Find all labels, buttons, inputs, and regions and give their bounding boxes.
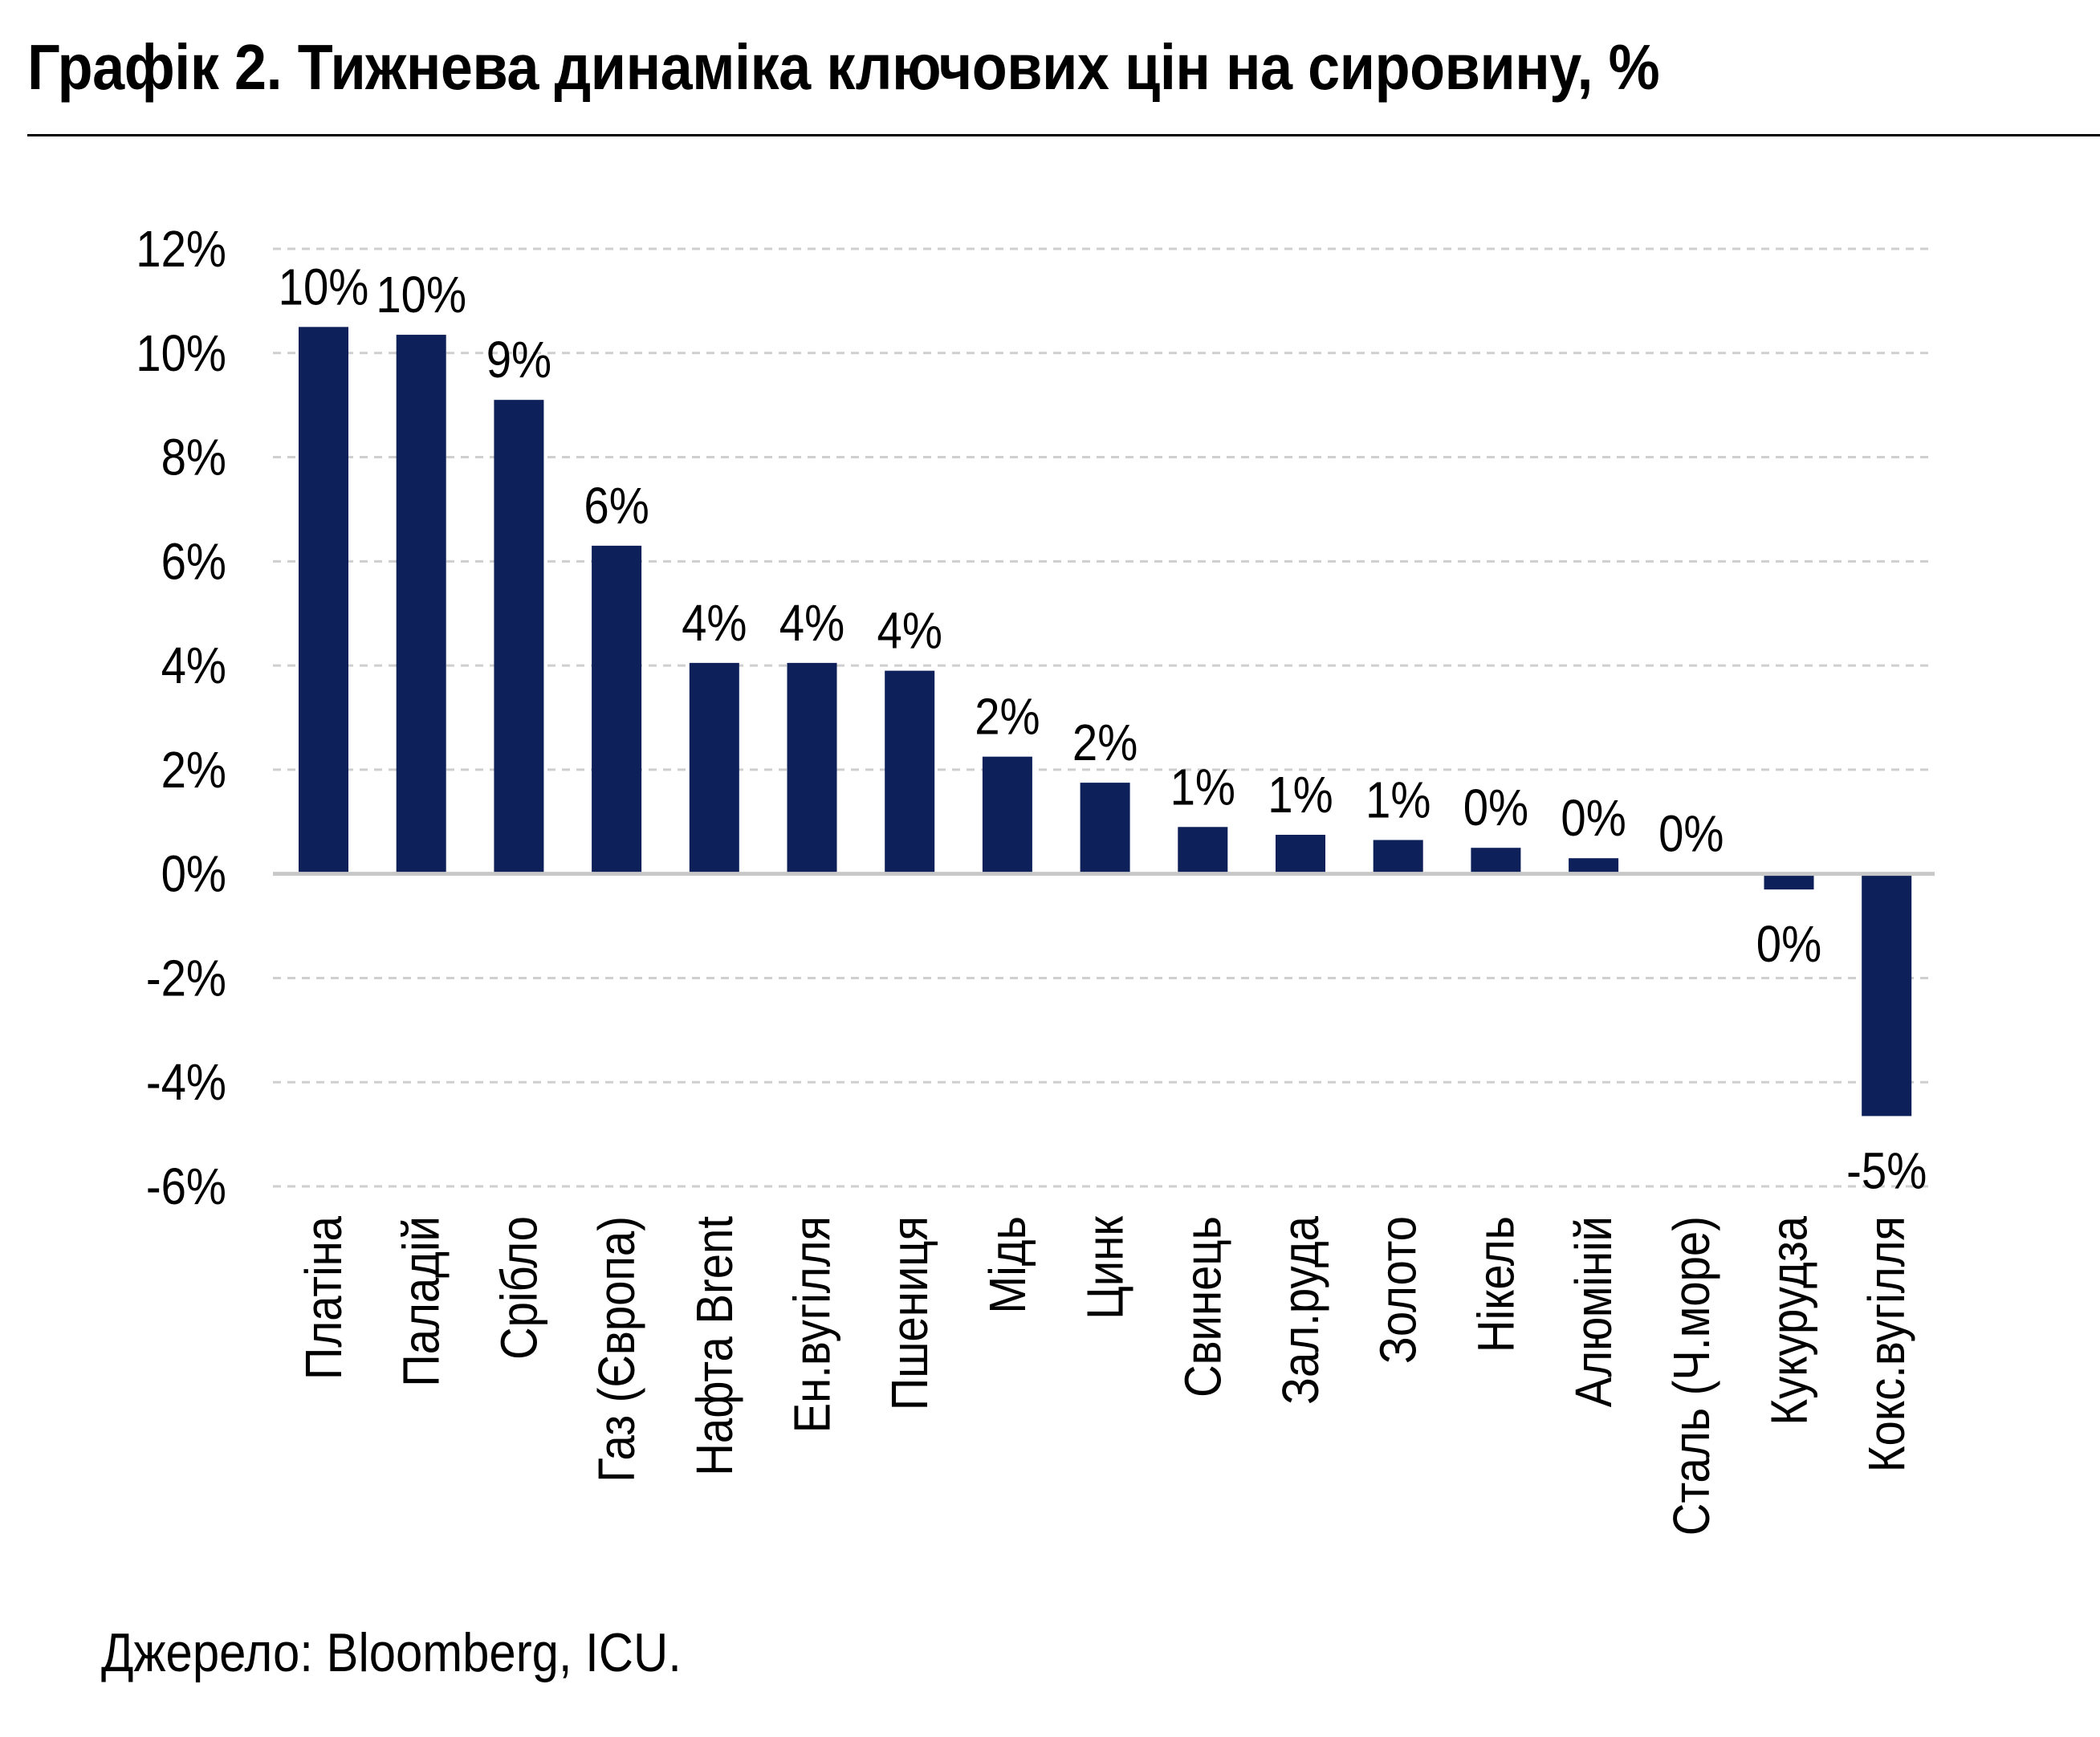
data-label: 9% <box>486 331 551 388</box>
category-label: Алюміній <box>1565 1216 1622 1407</box>
data-label: 1% <box>1365 771 1431 828</box>
y-tick-label: 4% <box>161 637 226 694</box>
category-label: Платіна <box>295 1216 352 1381</box>
category-label: Свинець <box>1174 1216 1231 1397</box>
data-label: 2% <box>1072 714 1138 771</box>
data-label: 1% <box>1170 758 1235 816</box>
y-tick-label: -6% <box>146 1157 226 1215</box>
y-tick-label: -2% <box>146 949 226 1007</box>
bar <box>396 335 446 874</box>
y-axis-tick-labels: 12% 10% 8% 6% 4% 2% 0% -2% -4% -6% <box>136 220 226 1215</box>
x-axis-category-labels: Платіна Паладій Срібло Газ (Європа) Нафта Br… <box>295 1215 1915 1536</box>
data-labels: 10% 10% 9% 6% 4% 4% 4% 2% 2% 1% 1% 1% 0% 0% 0% 0% -5% <box>279 258 1927 1199</box>
data-label: 1% <box>1268 766 1333 824</box>
gridlines <box>273 247 1935 1188</box>
data-label: 4% <box>682 593 747 651</box>
category-label: Срібло <box>490 1216 547 1360</box>
data-label: 6% <box>584 476 649 534</box>
bars <box>299 327 1912 1117</box>
data-label: -5% <box>1846 1141 1927 1199</box>
y-tick-label: -4% <box>146 1053 226 1111</box>
y-tick-label: 6% <box>161 532 226 590</box>
category-label: Пшениця <box>881 1216 938 1410</box>
data-label: 4% <box>877 601 942 659</box>
bar <box>592 545 642 874</box>
category-label: Кокс.вугілля <box>1858 1216 1915 1472</box>
category-label: Ен.вугілля <box>783 1216 840 1433</box>
title-rule <box>27 134 2100 136</box>
category-label: Газ (Європа) <box>588 1216 645 1483</box>
bar <box>1080 783 1130 874</box>
bar <box>1373 840 1423 874</box>
bar <box>885 670 935 874</box>
bar <box>1764 873 1814 890</box>
data-label: 2% <box>975 687 1040 745</box>
data-label: 10% <box>279 258 369 315</box>
category-label: Кукурудза <box>1760 1216 1817 1426</box>
bar <box>299 327 348 874</box>
category-label: Золото <box>1369 1216 1426 1364</box>
bar <box>1471 848 1521 874</box>
category-label: Паладій <box>392 1216 450 1387</box>
bar <box>494 400 544 874</box>
bar <box>1178 827 1228 874</box>
data-label: 0% <box>1561 789 1626 847</box>
data-label: 0% <box>1658 804 1724 862</box>
y-tick-label: 0% <box>161 844 226 902</box>
category-label: Цинк <box>1076 1215 1133 1319</box>
y-tick-label: 2% <box>161 740 226 798</box>
y-tick-label: 10% <box>136 323 226 381</box>
data-label: 4% <box>779 593 844 651</box>
bar <box>982 756 1032 874</box>
category-label: Нікель <box>1467 1216 1524 1353</box>
bar <box>1862 873 1912 1117</box>
data-label: 0% <box>1756 915 1821 973</box>
data-label: 10% <box>376 266 466 323</box>
y-tick-label: 8% <box>161 428 226 486</box>
category-label: Нафта Brent <box>685 1216 743 1476</box>
bar <box>1276 835 1325 874</box>
bar <box>787 662 837 874</box>
y-tick-label: 12% <box>136 220 226 278</box>
bar <box>1569 858 1619 874</box>
category-label: Мідь <box>979 1216 1036 1314</box>
source-note: Джерело: Bloomberg, ICU. <box>101 1622 682 1683</box>
category-label: Сталь (Ч.море) <box>1662 1216 1719 1536</box>
bar <box>689 662 739 874</box>
category-label: Зал.руда <box>1272 1216 1329 1405</box>
chart-title: Графік 2. Тижнева динаміка ключових цін … <box>27 31 1660 103</box>
data-label: 0% <box>1463 779 1528 836</box>
